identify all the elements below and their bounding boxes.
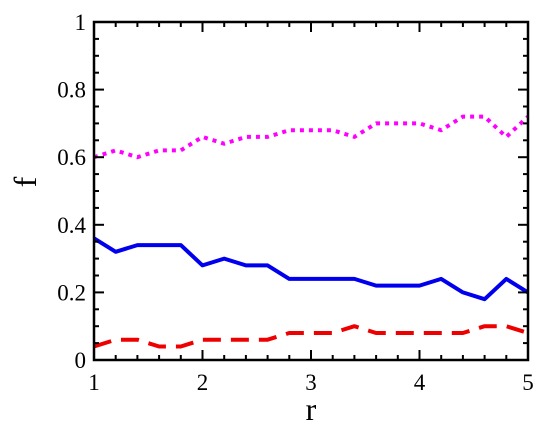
x-tick-label: 5 xyxy=(522,370,534,395)
series-line-2 xyxy=(92,236,530,302)
x-tick-label: 4 xyxy=(414,370,426,395)
y-tick-label: 0.4 xyxy=(57,213,86,238)
series-line-1 xyxy=(93,114,530,160)
y-tick-label: 0.8 xyxy=(57,78,86,103)
y-tick-label: 0 xyxy=(75,348,87,373)
series-line-3 xyxy=(93,324,529,349)
x-tick-label: 2 xyxy=(197,370,209,395)
y-tick-label: 0.6 xyxy=(57,145,86,170)
axes-layer: 1 2 3 4 5 0 0.2 0.4 0.6 0.8 1 xyxy=(57,10,534,395)
x-tick-label: 1 xyxy=(88,370,100,395)
series-layer xyxy=(92,114,530,349)
x-axis-label: r xyxy=(306,391,317,427)
y-axis-label: f xyxy=(7,176,43,187)
x-tick-label: 3 xyxy=(305,370,317,395)
y-tick-label: 1 xyxy=(75,10,87,35)
plot-frame xyxy=(92,20,530,362)
y-tick-label: 0.2 xyxy=(57,280,86,305)
